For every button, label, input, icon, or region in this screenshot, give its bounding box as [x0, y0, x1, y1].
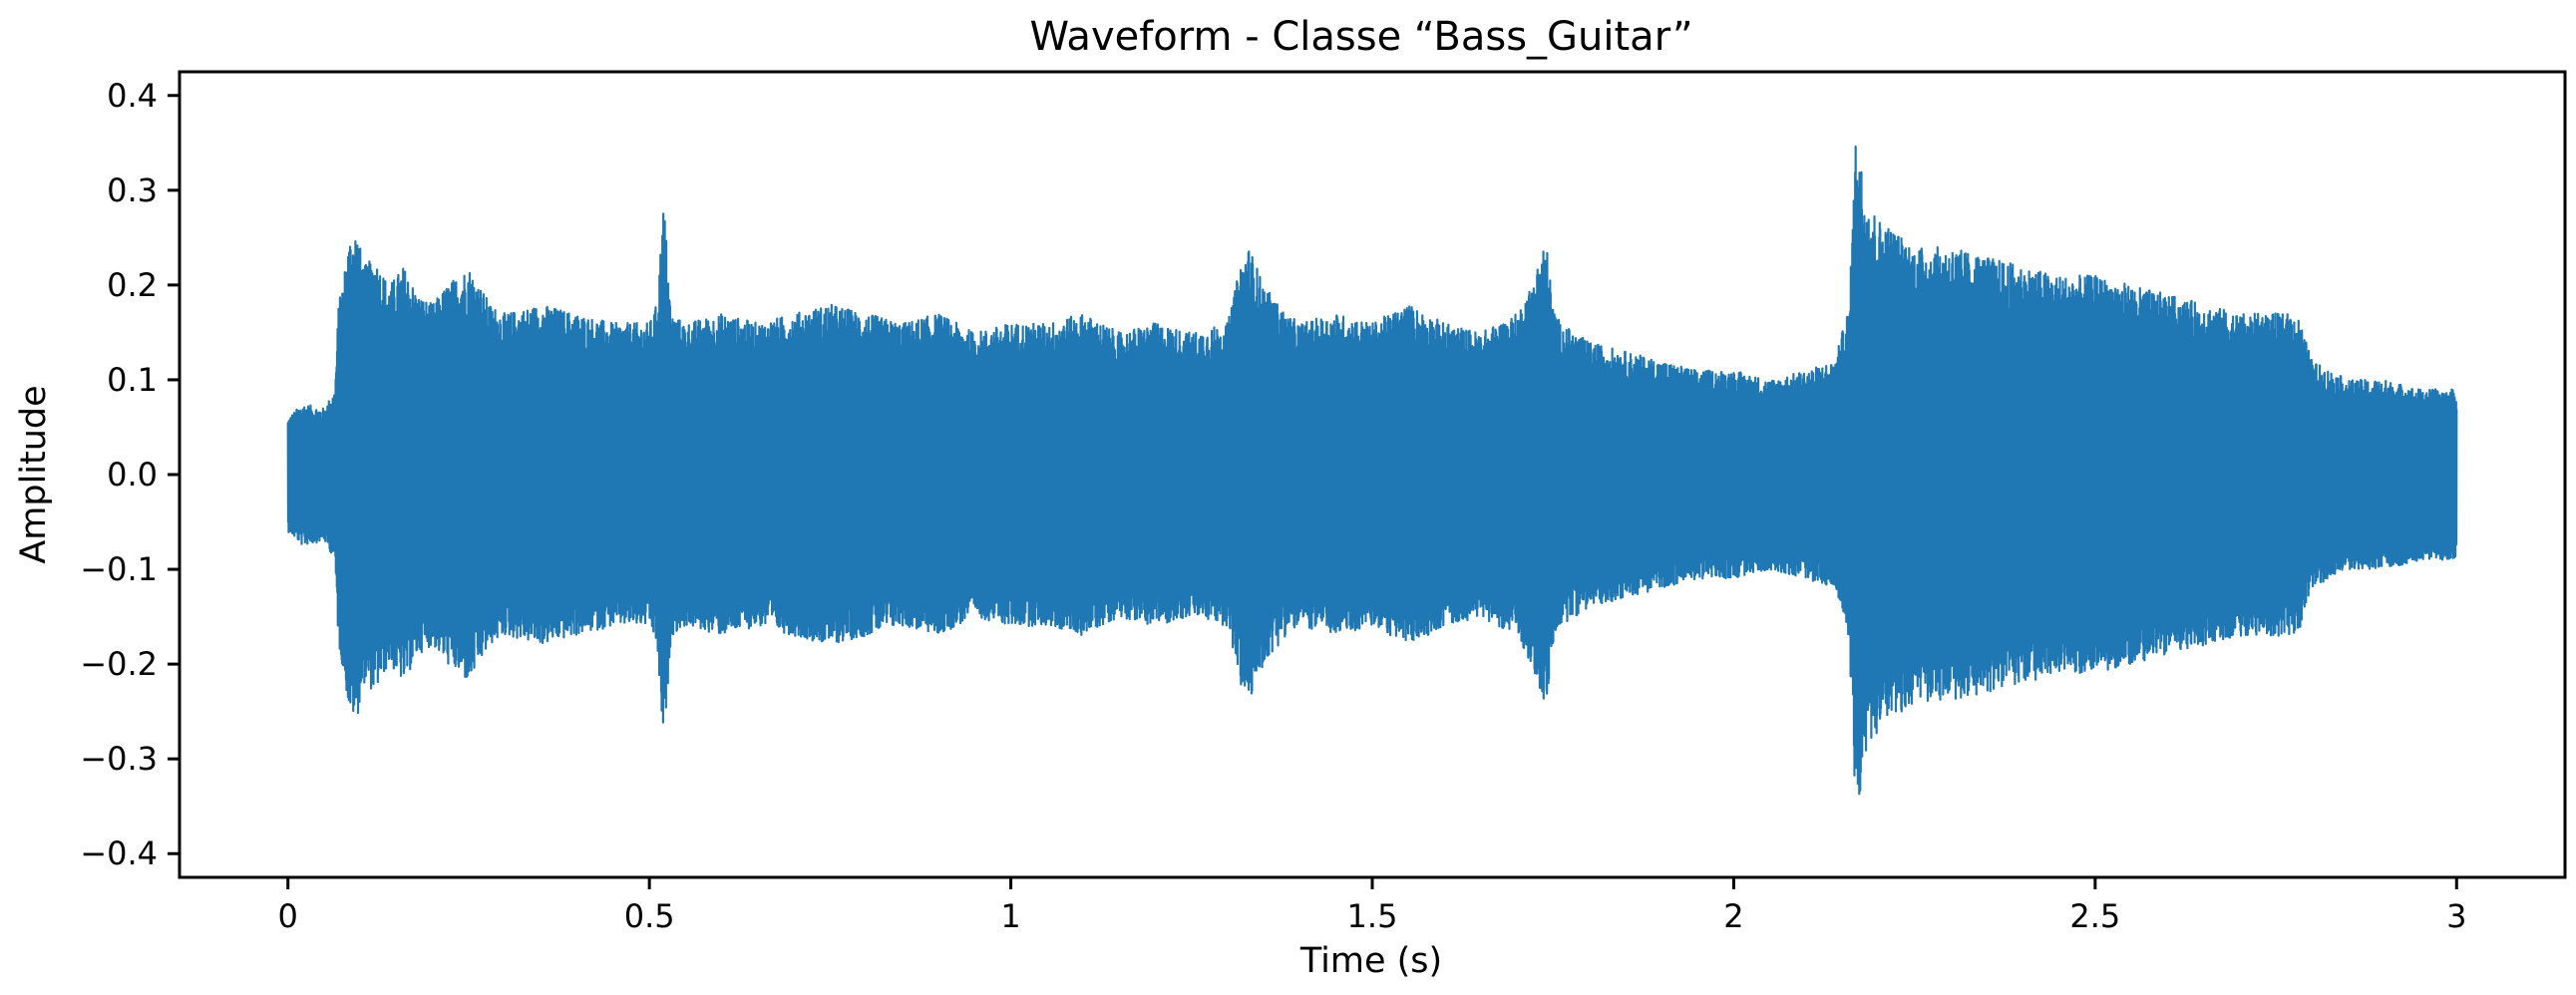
y-tick-label: −0.3	[80, 740, 158, 778]
y-tick-label: 0.4	[107, 77, 158, 115]
y-tick-label: 0.3	[107, 171, 158, 209]
x-tick-label: 3	[2446, 897, 2466, 935]
x-tick-label: 2.5	[2069, 897, 2120, 935]
waveform-series-line	[286, 145, 2458, 796]
y-tick-label: 0.2	[107, 266, 158, 304]
y-tick-label: −0.4	[80, 834, 158, 872]
x-axis-ticks: 0 0.5 1 1.5 2 2.5 3	[278, 877, 2466, 935]
y-axis-label: Amplitude	[14, 385, 54, 563]
plot-area	[286, 145, 2458, 796]
x-axis-label: Time (s)	[1299, 941, 1442, 981]
chart-title: Waveform - Classe “Bass_Guitar”	[1029, 14, 1692, 60]
y-tick-label: −0.1	[80, 550, 158, 588]
y-tick-label: −0.2	[80, 645, 158, 683]
x-tick-label: 2	[1723, 897, 1743, 935]
y-tick-label: 0.0	[107, 456, 158, 494]
x-tick-label: 1	[1000, 897, 1020, 935]
x-tick-label: 1.5	[1347, 897, 1398, 935]
y-axis-ticks: 0.4 0.3 0.2 0.1 0.0 −0.1 −0.2 −0.3 −0.4	[80, 77, 180, 872]
y-tick-label: 0.1	[107, 361, 158, 399]
x-tick-label: 0.5	[624, 897, 675, 935]
x-tick-label: 0	[278, 897, 298, 935]
